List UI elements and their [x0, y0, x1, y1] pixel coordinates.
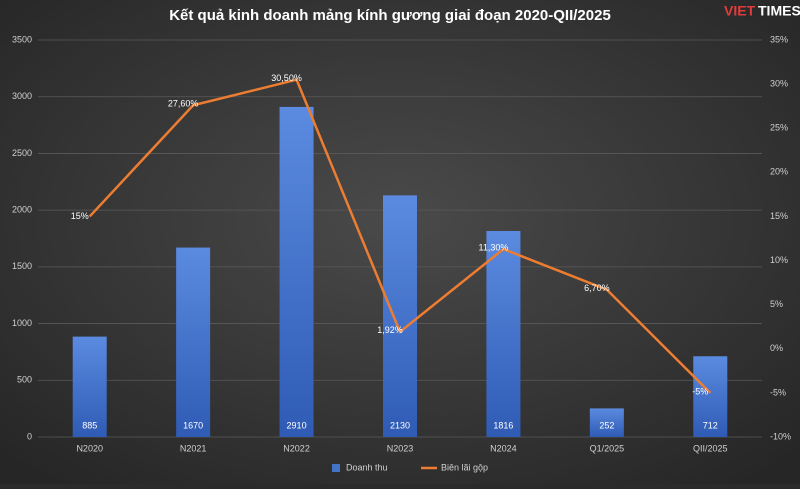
- bar: [486, 231, 521, 437]
- bar: [693, 356, 728, 437]
- line-value-label: 30,50%: [271, 73, 302, 83]
- y2-tick-label: 10%: [770, 255, 788, 265]
- x-tick-label: N2020: [76, 443, 103, 453]
- line-value-label: 6,70%: [584, 283, 610, 293]
- bar-value-label: 2910: [287, 420, 307, 430]
- y2-tick-label: 5%: [770, 299, 783, 309]
- line-value-label: -5%: [692, 386, 708, 396]
- bar: [383, 195, 417, 437]
- legend-label: Doanh thu: [346, 462, 388, 472]
- x-tick-label: N2024: [490, 443, 517, 453]
- x-tick-label: N2022: [283, 443, 310, 453]
- y2-tick-label: 0%: [770, 343, 783, 353]
- y2-tick-label: 30%: [770, 78, 788, 88]
- y2-tick-label: -5%: [770, 387, 786, 397]
- y2-tick-label: 15%: [770, 211, 788, 221]
- line-value-label: 1,92%: [377, 325, 403, 335]
- bar-value-label: 2130: [390, 420, 410, 430]
- y-tick-label: 2500: [12, 148, 32, 158]
- y2-tick-label: 35%: [770, 34, 788, 44]
- line-value-label: 15%: [71, 211, 89, 221]
- bar-value-label: 885: [82, 420, 97, 430]
- x-tick-label: Q1/2025: [590, 443, 625, 453]
- bar-value-label: 712: [703, 420, 718, 430]
- bar-value-label: 252: [599, 420, 614, 430]
- chart-title: Kết quả kinh doanh mảng kính gương giai …: [169, 7, 611, 24]
- y-tick-label: 2000: [12, 205, 32, 215]
- line-value-label: 11,30%: [478, 242, 508, 252]
- y2-tick-label: 25%: [770, 123, 788, 133]
- bar: [589, 408, 624, 437]
- line: [88, 78, 712, 394]
- bar: [72, 336, 107, 437]
- line-value-label: 27,60%: [168, 99, 199, 109]
- logo: VIET: [724, 3, 756, 19]
- bar-value-label: 1816: [493, 420, 513, 430]
- y-tick-label: 1500: [12, 261, 32, 271]
- legend-label: Biên lãi gộp: [441, 462, 488, 472]
- y-tick-label: 3000: [12, 91, 32, 101]
- y-tick-label: 3500: [12, 34, 32, 44]
- logo: TIMES: [758, 3, 800, 19]
- bar: [279, 106, 314, 438]
- y-tick-label: 0: [27, 431, 32, 441]
- x-tick-label: QII/2025: [693, 443, 728, 453]
- bar-value-label: 1670: [183, 420, 203, 430]
- x-tick-label: N2023: [387, 443, 414, 453]
- x-tick-label: N2021: [180, 443, 207, 453]
- y2-tick-label: -10%: [770, 431, 791, 441]
- bar: [176, 247, 211, 437]
- legend-swatch: [332, 464, 340, 472]
- y-tick-label: 1000: [12, 318, 32, 328]
- y2-tick-label: 20%: [770, 167, 788, 177]
- y-tick-label: 500: [17, 375, 32, 385]
